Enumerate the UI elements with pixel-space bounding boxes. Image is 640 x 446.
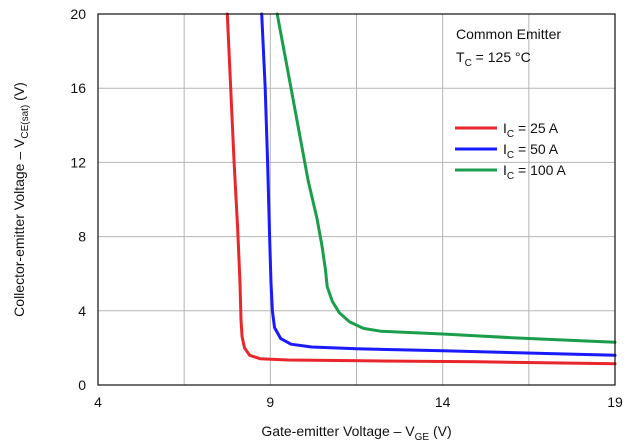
y-tick-label: 8 — [78, 229, 86, 245]
annotation-line-2: TC = 125 °C — [456, 49, 531, 69]
x-tick-label: 4 — [94, 394, 102, 410]
y-axis-title-unit: (V) — [11, 82, 27, 105]
legend-label-rest: = 100 A — [514, 162, 566, 178]
y-axis-title-main: Collector-emitter Voltage – V — [11, 138, 27, 317]
annotation-temp-main: T — [456, 49, 465, 65]
legend-label-main: I — [503, 120, 507, 136]
x-axis-title: Gate-emitter Voltage – VGE (V) — [261, 423, 451, 443]
legend-label-sub: C — [507, 150, 514, 161]
x-tick-label: 19 — [607, 394, 623, 410]
legend-label-main: I — [503, 141, 507, 157]
y-tick-label: 4 — [78, 303, 86, 319]
y-tick-label: 0 — [78, 377, 86, 393]
legend-label-2: IC = 50 A — [503, 141, 559, 161]
plot-frame — [97, 13, 616, 386]
y-tick-label: 20 — [70, 6, 86, 22]
y-tick-label: 16 — [70, 80, 86, 96]
annotation-temp-rest: = 125 °C — [472, 49, 531, 65]
x-axis-title-unit: (V) — [429, 423, 452, 439]
legend-label-1: IC = 25 A — [503, 120, 559, 140]
annotation-temp-sub: C — [465, 58, 472, 69]
series-line-1 — [225, 12, 617, 366]
x-axis-title-main: Gate-emitter Voltage – V — [261, 423, 415, 439]
legend-label-sub: C — [507, 171, 514, 182]
series-layer — [225, 12, 617, 366]
x-axis-title-sub: GE — [415, 432, 430, 443]
grid — [97, 13, 616, 386]
annotation-line-1: Common Emitter — [456, 26, 561, 42]
y-axis-title-sub: CE(sat) — [20, 105, 31, 139]
y-tick-label: 12 — [70, 154, 86, 170]
series-line-3 — [275, 12, 617, 344]
legend-label-rest: = 25 A — [514, 120, 559, 136]
legend-label-rest: = 50 A — [514, 141, 559, 157]
legend-label-sub: C — [507, 129, 514, 140]
legend-label-main: I — [503, 162, 507, 178]
x-tick-label: 9 — [266, 394, 274, 410]
legend-label-3: IC = 100 A — [503, 162, 567, 182]
x-tick-label: 14 — [435, 394, 451, 410]
y-tick-labels: 0 4 8 12 16 20 — [70, 6, 86, 393]
series-line-2 — [260, 12, 617, 357]
condition-annotation: Common Emitter TC = 125 °C — [456, 26, 561, 69]
legend: IC = 25 AIC = 50 AIC = 100 A — [455, 120, 567, 182]
y-axis-title: Collector-emitter Voltage – VCE(sat) (V) — [11, 82, 31, 317]
x-tick-labels: 4 9 14 19 — [94, 394, 623, 410]
